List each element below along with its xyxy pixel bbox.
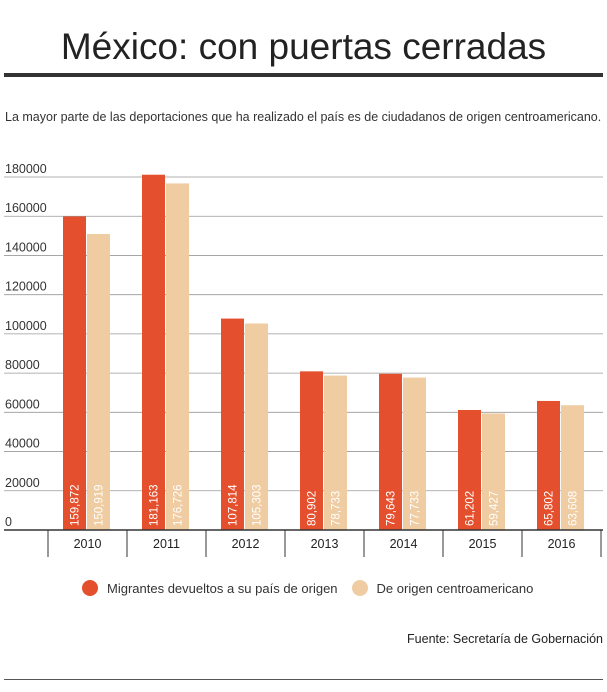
data-label-series-2: 63,608 bbox=[568, 491, 580, 526]
data-label-series-1: 80,902 bbox=[307, 491, 319, 526]
x-tick-label: 2010 bbox=[74, 537, 102, 551]
bar-series-2 bbox=[561, 405, 584, 530]
y-tick-label: 160000 bbox=[5, 201, 47, 215]
bottom-divider bbox=[4, 679, 603, 680]
data-label-series-1: 65,802 bbox=[544, 491, 556, 526]
bar-series-2 bbox=[245, 323, 268, 530]
title-divider bbox=[4, 73, 603, 77]
x-tick-label: 2012 bbox=[232, 537, 260, 551]
data-label-series-1: 159,872 bbox=[70, 484, 82, 526]
bar-series-2 bbox=[87, 234, 110, 530]
y-tick-label: 40000 bbox=[5, 437, 40, 451]
data-label-series-1: 107,814 bbox=[228, 484, 240, 526]
x-tick-label: 2016 bbox=[548, 537, 576, 551]
y-tick-label: 100000 bbox=[5, 319, 47, 333]
x-tick-label: 2011 bbox=[153, 537, 180, 551]
bar-series-1 bbox=[379, 373, 402, 530]
data-label-series-2: 105,303 bbox=[252, 484, 264, 526]
bar-series-1 bbox=[63, 216, 86, 530]
chart-subtitle: La mayor parte de las deportaciones que … bbox=[5, 110, 602, 124]
x-tick-label: 2014 bbox=[390, 537, 418, 551]
bar-series-1 bbox=[221, 318, 244, 530]
x-tick-label: 2013 bbox=[311, 537, 339, 551]
bar-series-1 bbox=[300, 371, 323, 530]
bar-series-2 bbox=[166, 183, 189, 530]
x-tick-label: 2015 bbox=[469, 537, 497, 551]
source-note: Fuente: Secretaría de Gobernación bbox=[407, 632, 603, 646]
data-label-series-2: 78,733 bbox=[331, 491, 343, 526]
y-tick-label: 0 bbox=[5, 515, 12, 529]
data-label-series-1: 181,163 bbox=[149, 484, 161, 526]
legend-label-series-2: De origen centroamericano bbox=[376, 580, 534, 596]
legend-swatch-series-2 bbox=[351, 580, 368, 596]
bar-series-2 bbox=[482, 413, 505, 530]
data-label-series-1: 79,643 bbox=[386, 491, 398, 526]
data-label-series-1: 61,202 bbox=[465, 491, 477, 526]
legend-item-series-1: Migrantes devueltos a su país de origen bbox=[82, 580, 338, 596]
legend-item-series-2: De origen centroamericano bbox=[351, 580, 534, 596]
legend-swatch-series-1 bbox=[82, 580, 98, 596]
bar-series-1 bbox=[142, 174, 165, 530]
data-label-series-2: 176,726 bbox=[173, 484, 185, 526]
data-label-series-2: 77,733 bbox=[410, 491, 422, 526]
y-tick-label: 80000 bbox=[5, 358, 40, 372]
y-tick-label: 20000 bbox=[5, 476, 40, 490]
bar-chart: 0 20000 40000 60000 80000 100000 120000 140000 1… bbox=[4, 162, 603, 557]
y-tick-label: 140000 bbox=[5, 240, 47, 254]
data-label-series-2: 59,427 bbox=[489, 491, 501, 526]
bar-series-2 bbox=[324, 375, 347, 530]
y-tick-label: 120000 bbox=[5, 280, 47, 294]
y-tick-label: 180000 bbox=[5, 162, 47, 176]
data-label-series-2: 150,919 bbox=[94, 484, 106, 526]
legend: Migrantes devueltos a su país de origen … bbox=[82, 580, 547, 596]
bar-series-2 bbox=[403, 377, 426, 530]
chart-title: México: con puertas cerradas bbox=[60, 26, 547, 67]
y-tick-label: 60000 bbox=[5, 397, 40, 411]
legend-label-series-1: Migrantes devueltos a su país de origen bbox=[107, 580, 338, 596]
bar-series-1 bbox=[458, 409, 481, 530]
bar-series-1 bbox=[537, 400, 560, 530]
